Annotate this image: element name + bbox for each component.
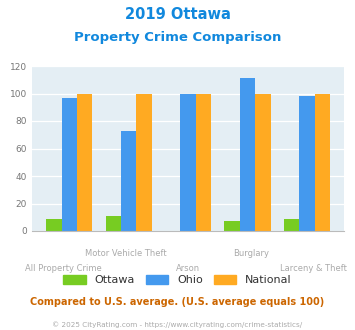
- Text: 2019 Ottawa: 2019 Ottawa: [125, 7, 230, 21]
- Bar: [196, 93, 211, 231]
- Text: © 2025 CityRating.com - https://www.cityrating.com/crime-statistics/: © 2025 CityRating.com - https://www.city…: [53, 322, 302, 328]
- Bar: [136, 93, 152, 231]
- Bar: [240, 79, 255, 231]
- Bar: [224, 221, 240, 231]
- Bar: [105, 216, 121, 231]
- Bar: [180, 93, 196, 231]
- Bar: [62, 98, 77, 231]
- Text: All Property Crime: All Property Crime: [25, 264, 102, 273]
- Text: Property Crime Comparison: Property Crime Comparison: [74, 31, 281, 44]
- Text: Motor Vehicle Theft: Motor Vehicle Theft: [85, 249, 166, 258]
- Text: Arson: Arson: [176, 264, 200, 273]
- Bar: [299, 96, 315, 231]
- Bar: [121, 131, 136, 231]
- Bar: [284, 218, 299, 231]
- Bar: [255, 93, 271, 231]
- Text: Larceny & Theft: Larceny & Theft: [280, 264, 346, 273]
- Bar: [46, 218, 62, 231]
- Bar: [77, 93, 93, 231]
- Text: Compared to U.S. average. (U.S. average equals 100): Compared to U.S. average. (U.S. average …: [31, 297, 324, 307]
- Bar: [315, 93, 330, 231]
- Text: Burglary: Burglary: [233, 249, 269, 258]
- Legend: Ottawa, Ohio, National: Ottawa, Ohio, National: [63, 275, 292, 285]
